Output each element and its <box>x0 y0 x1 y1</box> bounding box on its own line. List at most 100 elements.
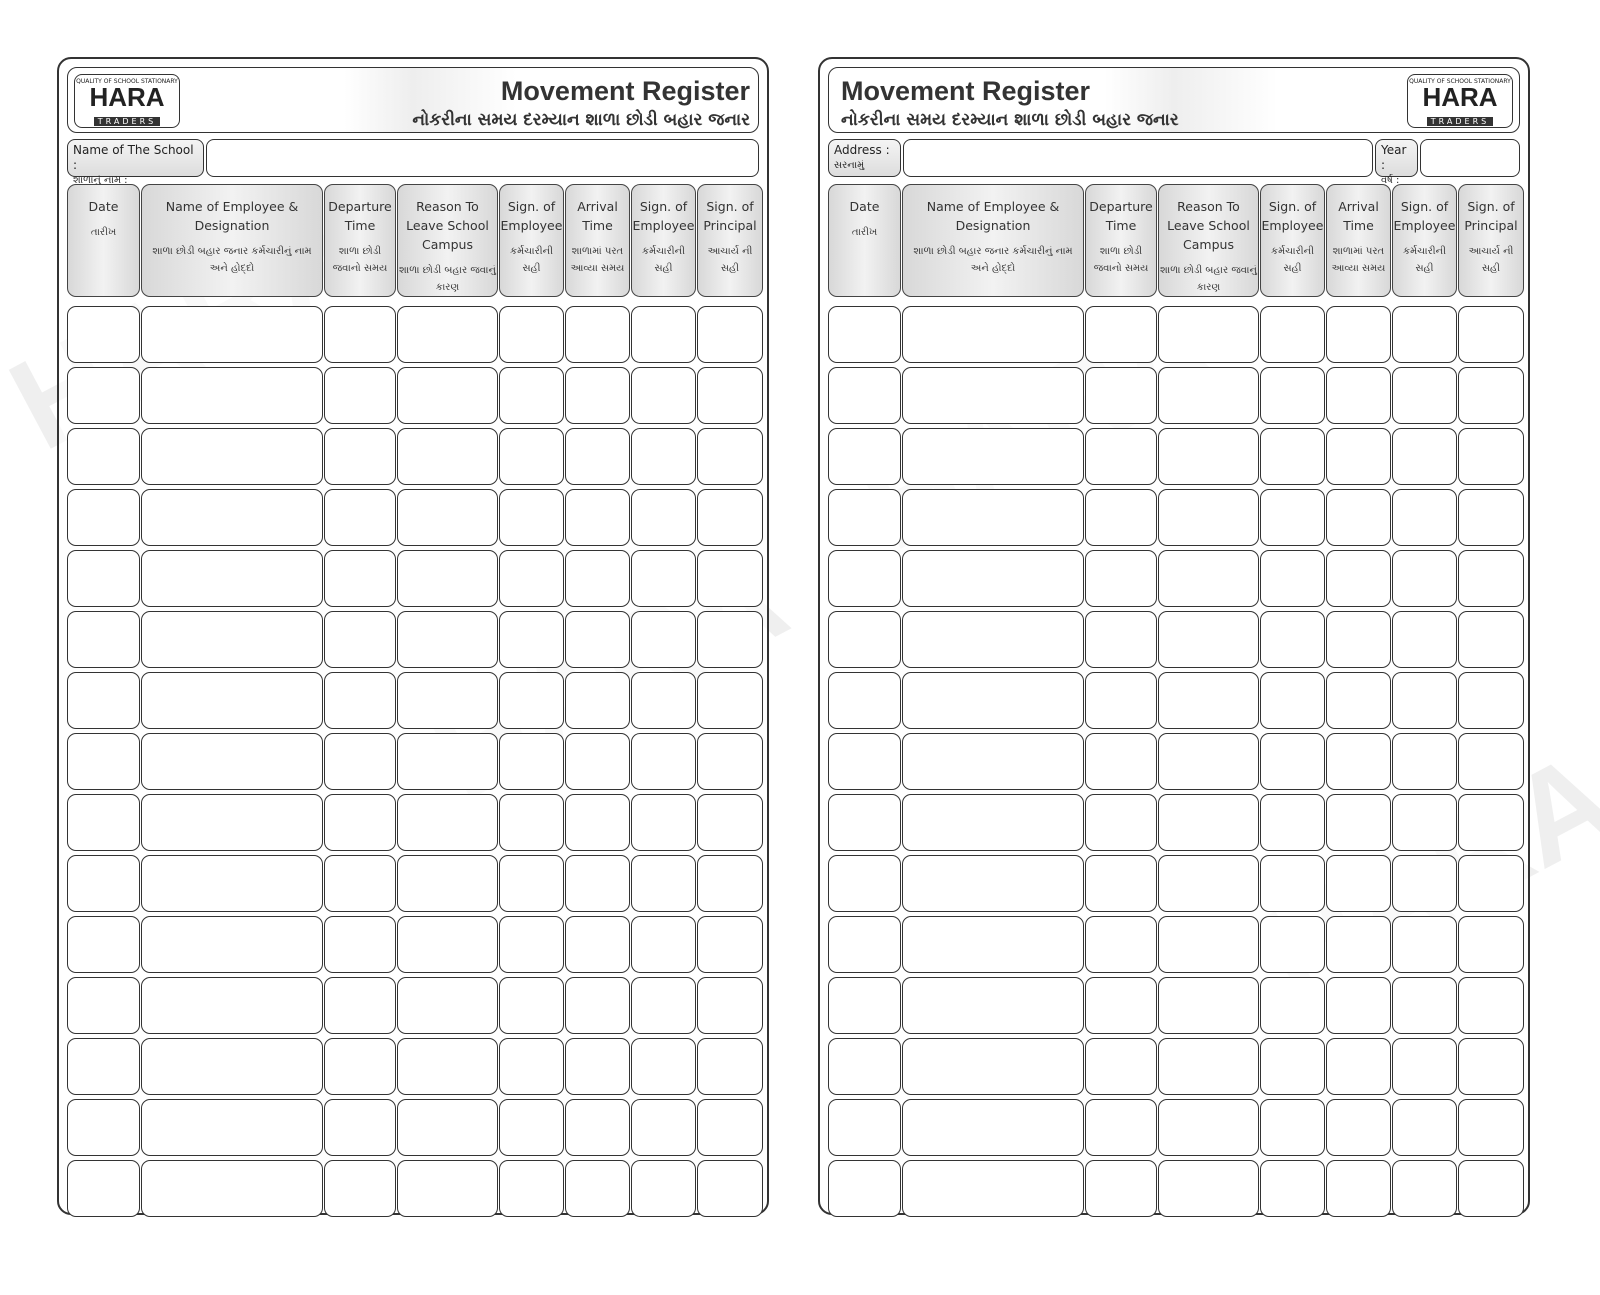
table-cell[interactable] <box>67 489 140 546</box>
table-cell[interactable] <box>1158 1038 1259 1095</box>
table-cell[interactable] <box>67 367 140 424</box>
table-cell[interactable] <box>1085 367 1157 424</box>
table-cell[interactable] <box>324 977 396 1034</box>
table-cell[interactable] <box>565 1038 630 1095</box>
table-cell[interactable] <box>499 733 564 790</box>
table-cell[interactable] <box>1326 733 1391 790</box>
table-cell[interactable] <box>324 1099 396 1156</box>
table-cell[interactable] <box>324 794 396 851</box>
table-cell[interactable] <box>499 306 564 363</box>
table-cell[interactable] <box>565 733 630 790</box>
table-cell[interactable] <box>697 733 763 790</box>
table-cell[interactable] <box>67 916 140 973</box>
table-cell[interactable] <box>828 916 901 973</box>
table-cell[interactable] <box>697 1099 763 1156</box>
table-cell[interactable] <box>1392 916 1457 973</box>
table-cell[interactable] <box>141 1160 323 1217</box>
table-cell[interactable] <box>697 916 763 973</box>
table-cell[interactable] <box>499 428 564 485</box>
table-cell[interactable] <box>67 1160 140 1217</box>
table-cell[interactable] <box>565 611 630 668</box>
table-cell[interactable] <box>631 672 696 729</box>
table-cell[interactable] <box>631 489 696 546</box>
table-cell[interactable] <box>902 611 1084 668</box>
table-cell[interactable] <box>1260 794 1325 851</box>
table-cell[interactable] <box>1326 550 1391 607</box>
table-cell[interactable] <box>324 733 396 790</box>
table-cell[interactable] <box>828 428 901 485</box>
table-cell[interactable] <box>1392 489 1457 546</box>
table-cell[interactable] <box>1085 977 1157 1034</box>
table-cell[interactable] <box>697 428 763 485</box>
table-cell[interactable] <box>631 428 696 485</box>
table-cell[interactable] <box>828 855 901 912</box>
table-cell[interactable] <box>697 977 763 1034</box>
table-cell[interactable] <box>1158 611 1259 668</box>
table-cell[interactable] <box>1085 306 1157 363</box>
table-cell[interactable] <box>565 855 630 912</box>
table-cell[interactable] <box>1458 367 1524 424</box>
table-cell[interactable] <box>397 794 498 851</box>
table-cell[interactable] <box>324 855 396 912</box>
table-cell[interactable] <box>631 1160 696 1217</box>
table-cell[interactable] <box>499 489 564 546</box>
table-cell[interactable] <box>565 977 630 1034</box>
table-cell[interactable] <box>1158 1099 1259 1156</box>
table-cell[interactable] <box>902 306 1084 363</box>
table-cell[interactable] <box>828 733 901 790</box>
table-cell[interactable] <box>1260 1099 1325 1156</box>
table-cell[interactable] <box>1326 489 1391 546</box>
table-cell[interactable] <box>1392 367 1457 424</box>
table-cell[interactable] <box>1326 672 1391 729</box>
table-cell[interactable] <box>1158 733 1259 790</box>
table-cell[interactable] <box>499 1038 564 1095</box>
table-cell[interactable] <box>324 550 396 607</box>
table-cell[interactable] <box>1458 916 1524 973</box>
table-cell[interactable] <box>1326 428 1391 485</box>
table-cell[interactable] <box>141 794 323 851</box>
table-cell[interactable] <box>324 611 396 668</box>
table-cell[interactable] <box>1085 489 1157 546</box>
table-cell[interactable] <box>902 489 1084 546</box>
table-cell[interactable] <box>1458 550 1524 607</box>
table-cell[interactable] <box>141 428 323 485</box>
table-cell[interactable] <box>1458 1160 1524 1217</box>
table-cell[interactable] <box>697 550 763 607</box>
table-cell[interactable] <box>631 916 696 973</box>
table-cell[interactable] <box>565 672 630 729</box>
table-cell[interactable] <box>1326 367 1391 424</box>
table-cell[interactable] <box>631 611 696 668</box>
table-cell[interactable] <box>397 1099 498 1156</box>
table-cell[interactable] <box>1458 733 1524 790</box>
table-cell[interactable] <box>1458 794 1524 851</box>
table-cell[interactable] <box>902 733 1084 790</box>
table-cell[interactable] <box>1392 1160 1457 1217</box>
address-field[interactable] <box>903 139 1373 177</box>
table-cell[interactable] <box>499 1160 564 1217</box>
table-cell[interactable] <box>1085 611 1157 668</box>
table-cell[interactable] <box>1392 672 1457 729</box>
table-cell[interactable] <box>1458 611 1524 668</box>
table-cell[interactable] <box>1085 428 1157 485</box>
table-cell[interactable] <box>565 489 630 546</box>
table-cell[interactable] <box>631 1038 696 1095</box>
table-cell[interactable] <box>902 550 1084 607</box>
table-cell[interactable] <box>1392 794 1457 851</box>
table-cell[interactable] <box>1260 1160 1325 1217</box>
table-cell[interactable] <box>324 672 396 729</box>
table-cell[interactable] <box>902 794 1084 851</box>
table-cell[interactable] <box>565 1160 630 1217</box>
table-cell[interactable] <box>499 550 564 607</box>
table-cell[interactable] <box>902 1038 1084 1095</box>
table-cell[interactable] <box>1158 977 1259 1034</box>
table-cell[interactable] <box>1085 1099 1157 1156</box>
table-cell[interactable] <box>565 306 630 363</box>
table-cell[interactable] <box>1260 489 1325 546</box>
table-cell[interactable] <box>1260 428 1325 485</box>
table-cell[interactable] <box>828 977 901 1034</box>
table-cell[interactable] <box>902 367 1084 424</box>
table-cell[interactable] <box>141 855 323 912</box>
table-cell[interactable] <box>1158 550 1259 607</box>
table-cell[interactable] <box>499 916 564 973</box>
table-cell[interactable] <box>67 855 140 912</box>
